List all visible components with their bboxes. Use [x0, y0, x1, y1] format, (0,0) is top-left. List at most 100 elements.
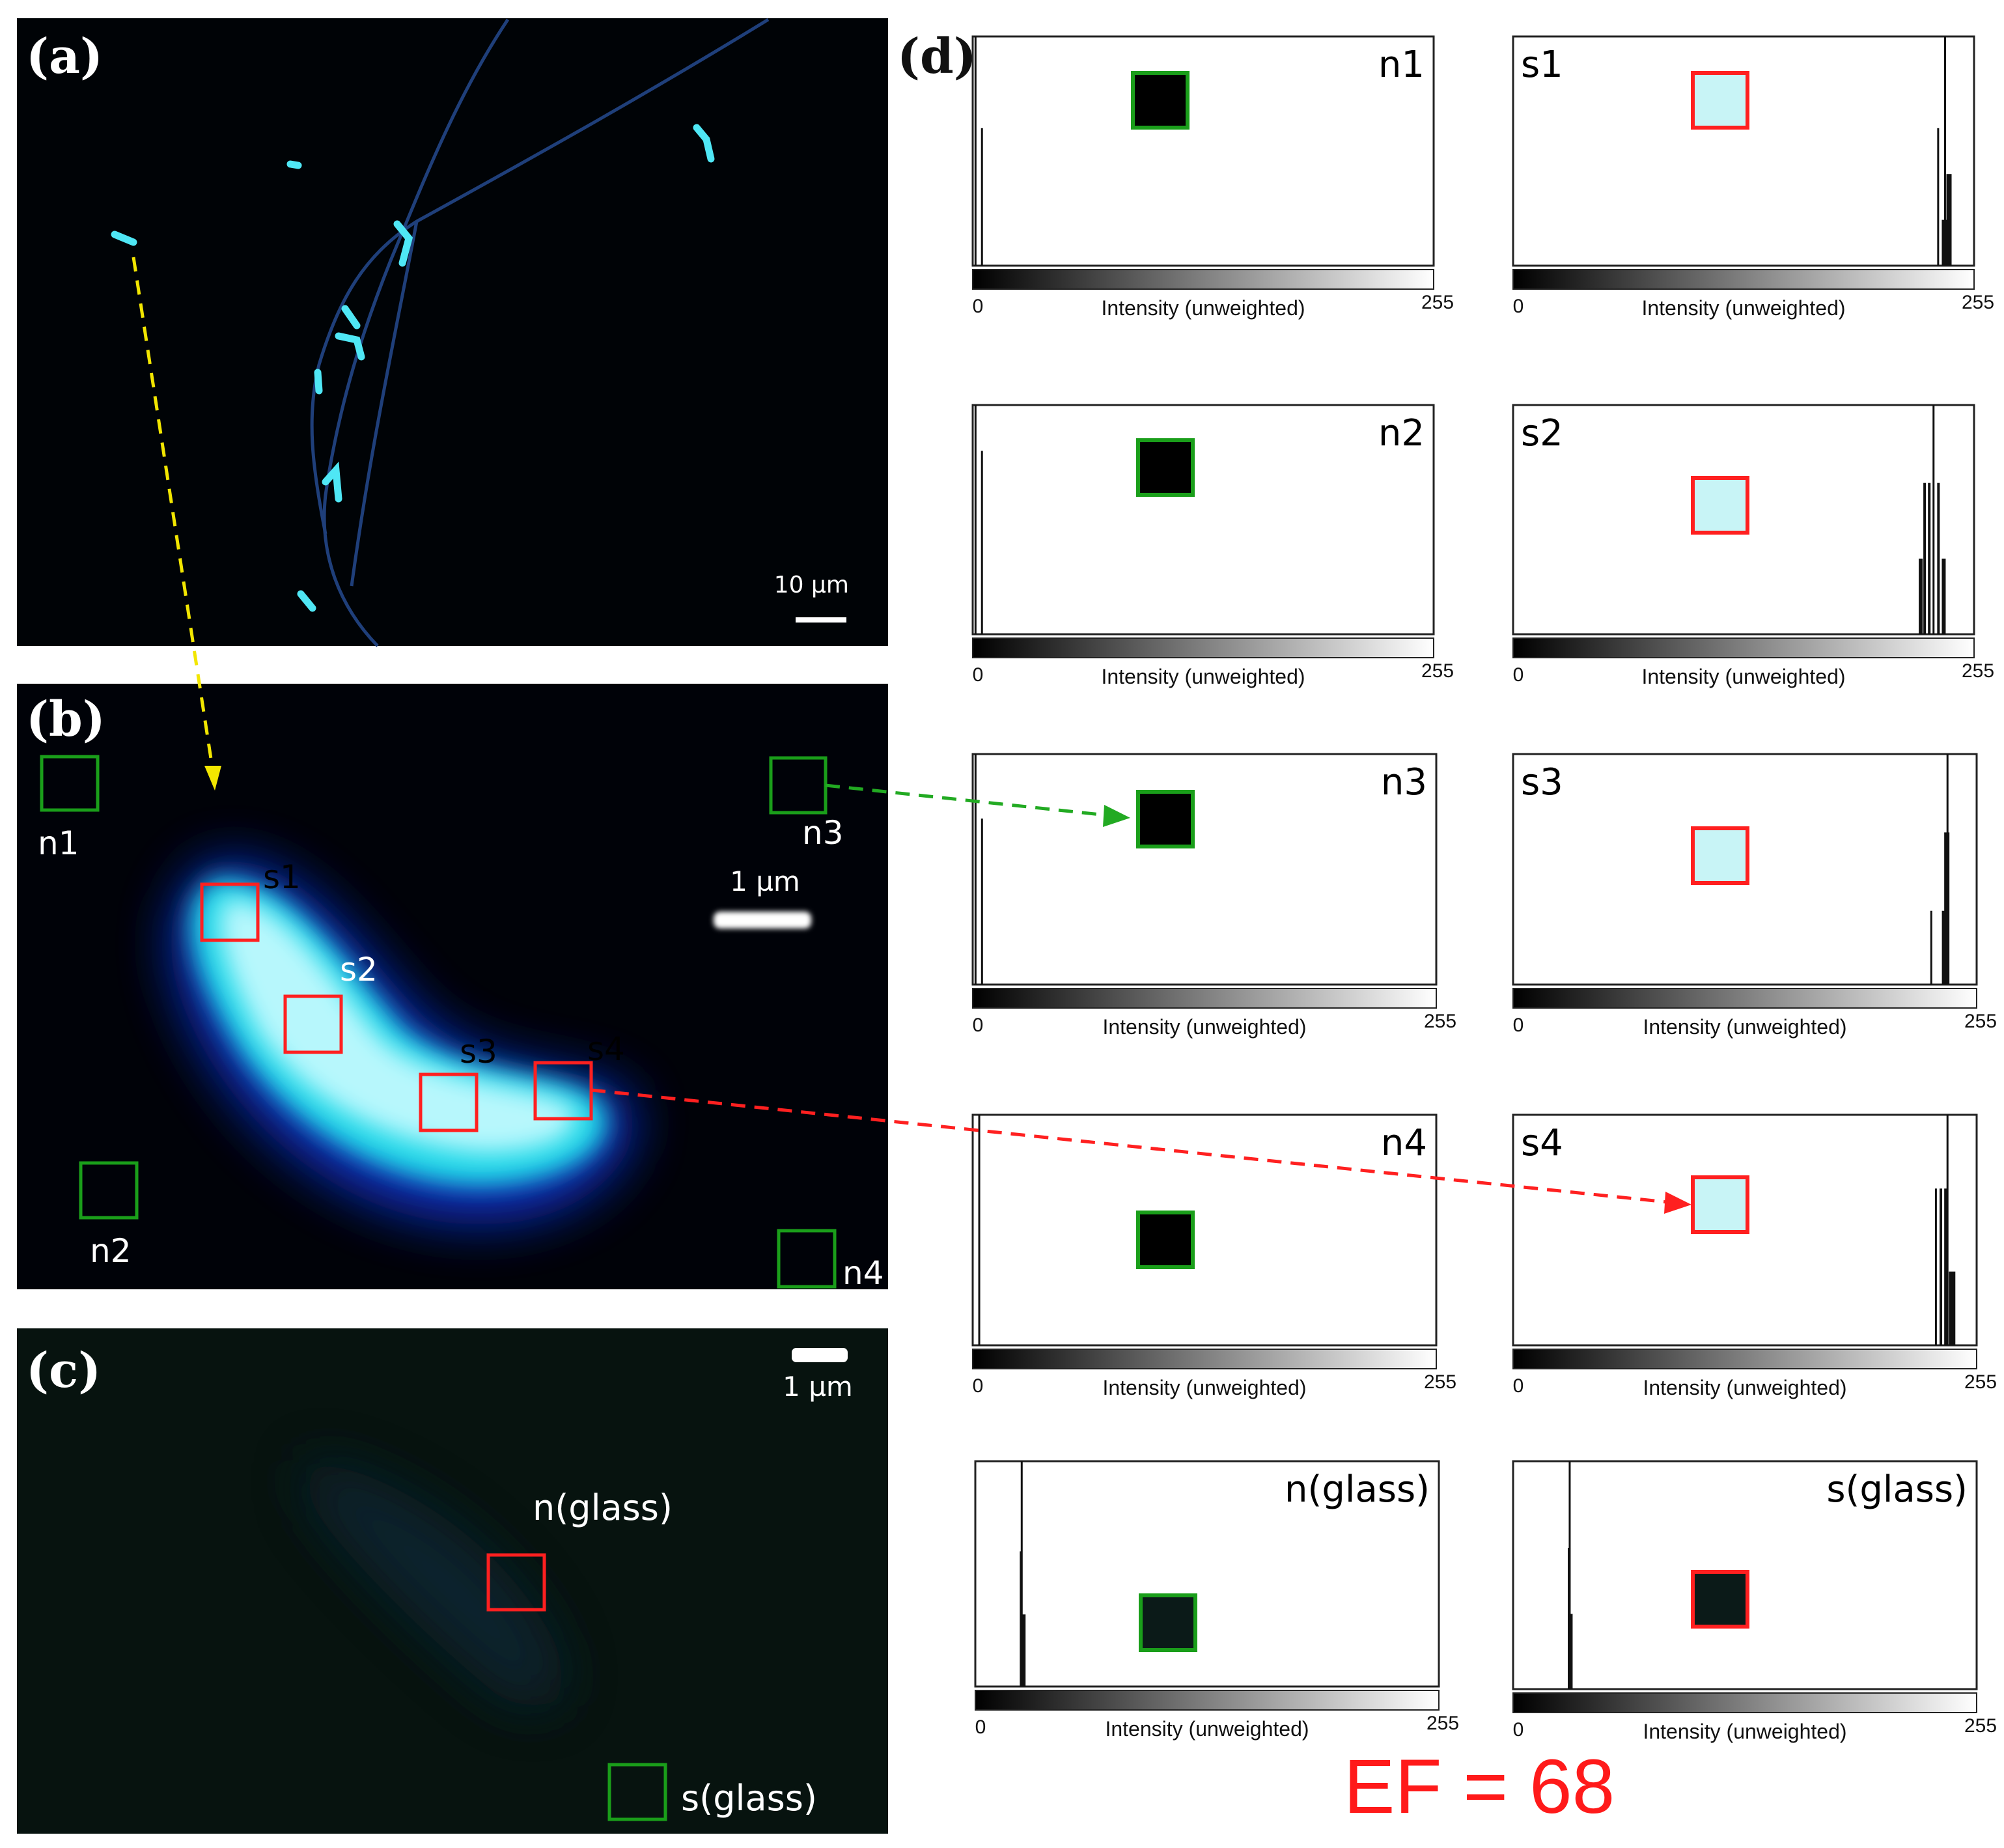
histogram-s_glass: s(glass) 0 Intensity (unweighted) 255	[1512, 1460, 1997, 1743]
axis-max-label: 255	[1426, 1713, 1459, 1734]
histogram-title: n(glass)	[1285, 1468, 1430, 1511]
roi-label-s-glass: s(glass)	[681, 1778, 817, 1819]
histogram-title: n1	[1378, 44, 1425, 86]
roi-n2	[79, 1161, 139, 1220]
axis-min-label: 0	[973, 1375, 984, 1397]
connector-arrows	[132, 257, 1691, 1214]
histogram-bar	[974, 36, 977, 266]
histogram-n_glass: n(glass) 0 Intensity (unweighted) 255	[974, 1460, 1459, 1741]
histogram-bar	[1949, 1271, 1956, 1345]
bacteria	[111, 124, 715, 612]
panel-c-scale-bar	[792, 1348, 848, 1362]
axis-title: Intensity (unweighted)	[1105, 1717, 1309, 1741]
histogram-frame	[1512, 35, 1975, 267]
axis-max-label: 255	[1964, 1011, 1997, 1032]
roi-s1	[200, 882, 260, 942]
histogram-frame	[974, 1460, 1440, 1688]
roi-label-n-glass: n(glass)	[533, 1487, 673, 1528]
axis-max-label: 255	[1421, 660, 1454, 682]
histogram-s3: s3 0 Intensity (unweighted) 255	[1512, 753, 1997, 1039]
axis-max-label: 255	[1424, 1371, 1456, 1393]
histogram-n1: n1 0 Intensity (unweighted) 255	[971, 35, 1454, 320]
roi-n1	[40, 755, 100, 812]
histogram-bar	[981, 451, 983, 634]
histogram-title: n2	[1378, 412, 1425, 455]
histogram-bar	[1941, 558, 1946, 634]
axis-max-label: 255	[1424, 1011, 1456, 1032]
histogram-bar	[1928, 483, 1931, 634]
histogram-n4: n4 0 Intensity (unweighted) 255	[971, 1113, 1456, 1399]
roi-label-s1: s1	[263, 858, 301, 896]
axis-min-label: 0	[975, 1716, 986, 1738]
histogram-roi-swatch	[1691, 476, 1749, 535]
histogram-bar	[1940, 1188, 1943, 1345]
panel-a-scale-bar-label: 10 µm	[774, 572, 849, 598]
axis-title: Intensity (unweighted)	[1641, 665, 1845, 688]
histogram-bar	[1932, 405, 1935, 634]
histogram-bar	[1923, 483, 1927, 634]
signal-rois	[200, 882, 593, 1132]
axis-max-label: 255	[1421, 292, 1454, 313]
intensity-gradient-bar	[1512, 988, 1977, 1009]
histogram-s2: s2 0 Intensity (unweighted) 255	[1512, 404, 1994, 688]
histogram-frame	[971, 753, 1438, 986]
axis-title: Intensity (unweighted)	[1643, 1720, 1846, 1743]
axis-min-label: 0	[973, 296, 984, 317]
histogram-frame	[971, 35, 1435, 267]
axis-min-label: 0	[1513, 1719, 1524, 1741]
ef-result: EF = 68	[1344, 1744, 1615, 1830]
histogram-roi-swatch	[1136, 790, 1195, 848]
histogram-frame	[971, 404, 1435, 636]
panel-b: (b) 1 µm n1 n2 n3 n4 s1 s2 s3 s4	[17, 684, 888, 1292]
intensity-gradient-bar	[1512, 1349, 1977, 1369]
axis-title: Intensity (unweighted)	[1641, 296, 1845, 320]
axis-title: Intensity (unweighted)	[1643, 1376, 1846, 1399]
roi-label-s3: s3	[460, 1033, 497, 1071]
histogram-title: n4	[1381, 1122, 1427, 1164]
histogram-roi-swatch	[1691, 826, 1749, 885]
histogram-roi-swatch	[1136, 438, 1195, 497]
histogram-title: s(glass)	[1826, 1468, 1968, 1511]
intensity-gradient-bar	[975, 1690, 1440, 1711]
histogram-n2: n2 0 Intensity (unweighted) 255	[971, 404, 1454, 688]
panel-c-label: (c)	[26, 1343, 101, 1399]
axis-max-label: 255	[1964, 1371, 1997, 1393]
histogram-n3: n3 0 Intensity (unweighted) 255	[971, 753, 1456, 1039]
faint-cell	[306, 1459, 564, 1709]
intensity-gradient-bar	[1512, 1692, 1977, 1713]
intensity-gradient-bar	[1512, 637, 1975, 658]
axis-title: Intensity (unweighted)	[1102, 1376, 1306, 1399]
roi-s-glass	[607, 1763, 667, 1821]
panel-c: (c) 1 µm n(glass) s(glass)	[17, 1328, 888, 1834]
panel-b-scale-bar-label: 1 µm	[730, 865, 800, 897]
histogram-roi-swatch	[1691, 71, 1749, 130]
panel-a-background	[17, 18, 888, 646]
panel-c-scale-bar-label: 1 µm	[783, 1371, 853, 1403]
axis-title: Intensity (unweighted)	[1643, 1015, 1846, 1039]
panel-a: (a) 10 µm	[17, 18, 888, 647]
arrow-yellow	[132, 257, 214, 768]
panel-b-label: (b)	[26, 692, 105, 748]
histogram-bar	[1941, 910, 1949, 985]
arrow-red-head	[1664, 1192, 1691, 1214]
arrow-green-head	[1103, 805, 1130, 827]
histogram-title: s4	[1521, 1122, 1563, 1164]
histogram-bar	[974, 405, 977, 634]
intensity-gradient-bar	[972, 269, 1434, 290]
axis-max-label: 255	[1962, 292, 1994, 313]
roi-s3	[419, 1072, 479, 1132]
roi-n4	[777, 1229, 837, 1289]
roi-n-glass	[486, 1553, 546, 1612]
intensity-gradient-bar	[972, 637, 1434, 658]
histogram-bar	[1930, 910, 1932, 985]
axis-max-label: 255	[1962, 660, 1994, 682]
arrow-green	[825, 783, 1107, 817]
axis-title: Intensity (unweighted)	[1101, 296, 1305, 320]
histogram-frame	[971, 1113, 1438, 1347]
panel-b-scale-bar	[714, 912, 811, 929]
roi-label-s2: s2	[340, 951, 378, 988]
histogram-roi-swatch	[1691, 1570, 1749, 1629]
histogram-bar	[1946, 1115, 1949, 1345]
histogram-bar	[1022, 1614, 1026, 1687]
